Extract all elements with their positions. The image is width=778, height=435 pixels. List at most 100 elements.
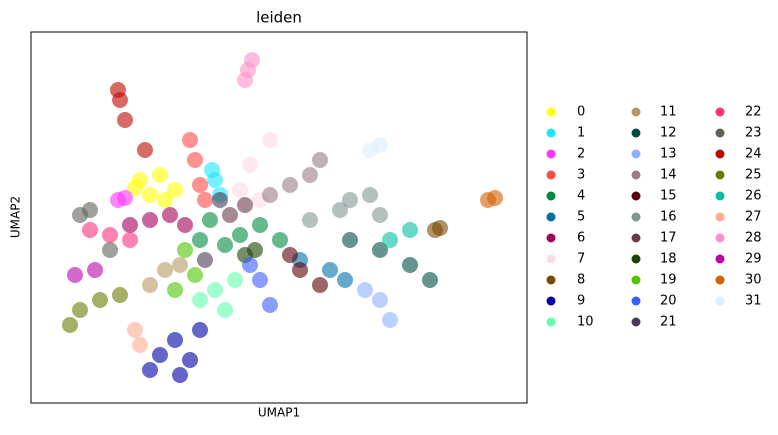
legend-marker [631,128,641,138]
point [167,282,183,298]
point [192,232,208,248]
point [232,227,248,243]
point [110,82,126,98]
point [142,187,158,203]
point [177,217,193,233]
point [110,192,126,208]
point [152,347,168,363]
point [217,237,233,253]
point [237,197,253,213]
point [142,277,158,293]
point [312,152,328,168]
legend-label: 9 [577,294,585,309]
legend-marker [715,254,725,264]
legend-label: 16 [660,210,677,225]
legend-marker [546,233,556,243]
legend-label: 23 [745,126,762,141]
legend-label: 12 [660,126,677,141]
point [337,272,353,288]
legend-label: 6 [577,231,585,246]
point [242,257,258,273]
point [312,277,328,293]
point [402,257,418,273]
point [122,217,138,233]
point [157,192,173,208]
legend-label: 29 [745,252,762,267]
point [342,192,358,208]
legend-marker [546,191,556,201]
point [67,267,83,283]
legend-label: 26 [745,189,762,204]
point [382,312,398,328]
point [102,242,118,258]
legend-label: 25 [745,168,762,183]
point [172,257,188,273]
point [152,167,168,183]
legend-label: 13 [660,147,677,162]
legend-label: 5 [577,210,585,225]
point [272,232,288,248]
point [207,282,223,298]
point [227,272,243,288]
legend-marker [546,107,556,117]
point [102,227,118,243]
point [204,162,220,178]
legend-marker [631,107,641,117]
point [142,212,158,228]
point [247,242,263,258]
point [432,220,448,236]
legend-marker [631,254,641,264]
x-axis-label: UMAP1 [258,406,300,420]
point [487,190,503,206]
point [282,247,298,263]
point [212,192,228,208]
point [192,292,208,308]
legend-label: 19 [660,273,677,288]
plot-frame [30,31,528,404]
point [302,212,318,228]
point [127,322,143,338]
point [372,207,388,223]
point [62,317,78,333]
legend-label: 31 [745,294,762,309]
point [132,337,148,353]
point [292,262,308,278]
legend-marker [546,296,556,306]
legend-marker [631,191,641,201]
legend-label: 8 [577,273,585,288]
point [302,167,318,183]
legend-marker [715,296,725,306]
legend-marker [631,212,641,222]
point [372,242,388,258]
point [262,187,278,203]
point [192,322,208,338]
legend-label: 18 [660,252,677,267]
point [92,292,108,308]
legend-marker [715,170,725,180]
legend-marker [715,275,725,285]
point [127,180,143,196]
point [202,212,218,228]
legend-marker [715,233,725,243]
point [252,217,268,233]
point [137,142,153,158]
point [362,187,378,203]
point [167,332,183,348]
point [252,272,268,288]
point [382,232,398,248]
legend-label: 0 [577,105,585,120]
point [332,202,348,218]
legend-marker [715,212,725,222]
point [282,177,298,193]
legend-label: 3 [577,168,585,183]
legend-label: 14 [660,168,677,183]
legend-marker [546,128,556,138]
point [157,262,173,278]
legend-marker [631,275,641,285]
point [242,157,258,173]
point [357,282,373,298]
point [342,232,358,248]
point [372,292,388,308]
legend-label: 28 [745,231,762,246]
